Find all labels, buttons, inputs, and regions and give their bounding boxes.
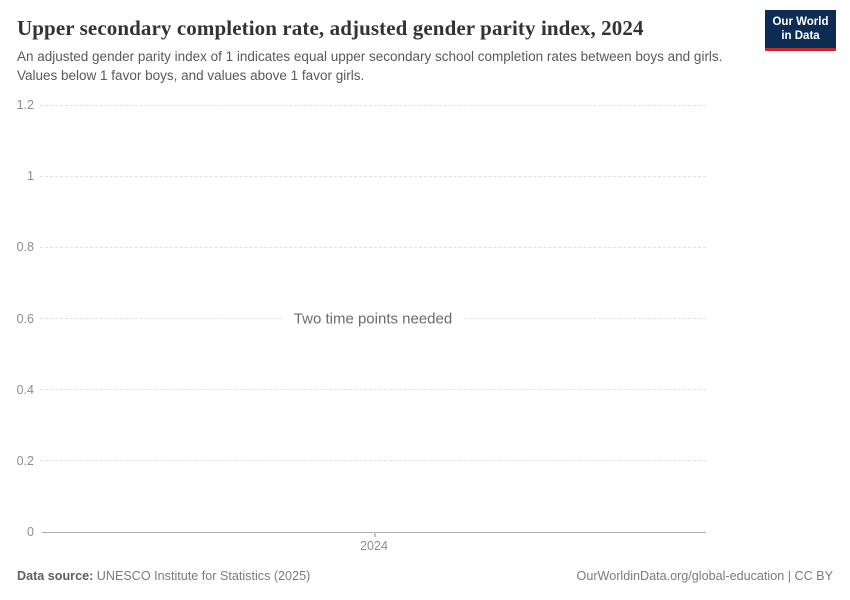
x-axis-tick-label: 2024 xyxy=(360,539,388,553)
gridline xyxy=(40,389,706,391)
chart-footer: Data source: UNESCO Institute for Statis… xyxy=(17,569,833,583)
empty-chart-message: Two time points needed xyxy=(281,308,465,329)
data-source: Data source: UNESCO Institute for Statis… xyxy=(17,569,310,583)
owid-logo[interactable]: Our World in Data xyxy=(765,10,836,51)
x-axis-tick-mark xyxy=(374,532,376,537)
gridline xyxy=(40,246,706,248)
y-axis-tick-label: 0.2 xyxy=(16,453,34,468)
y-axis-tick-label: 1 xyxy=(27,169,34,184)
chart-title: Upper secondary completion rate, adjuste… xyxy=(17,16,644,40)
y-axis-tick-label: 0.8 xyxy=(16,240,34,255)
gridline xyxy=(40,460,706,462)
gridline xyxy=(40,104,706,106)
empty-message-row: Two time points needed xyxy=(40,308,706,340)
data-source-label: Data source: xyxy=(17,569,94,583)
y-axis-tick-label: 0.6 xyxy=(16,311,34,326)
y-axis-tick-label: 0 xyxy=(27,525,34,539)
owid-footer-link[interactable]: OurWorldinData.org/global-education | CC… xyxy=(576,569,833,583)
gridline xyxy=(40,175,706,177)
owid-logo-line1: Our World xyxy=(772,16,829,28)
chart-header: Upper secondary completion rate, adjuste… xyxy=(17,16,750,85)
y-axis-tick-label: 0.4 xyxy=(16,382,34,397)
owid-logo-line2: in Data xyxy=(781,30,820,43)
data-source-value: UNESCO Institute for Statistics (2025) xyxy=(96,569,311,583)
chart-subtitle: An adjusted gender parity index of 1 ind… xyxy=(17,49,723,83)
y-axis-tick-label: 1.2 xyxy=(16,98,34,112)
